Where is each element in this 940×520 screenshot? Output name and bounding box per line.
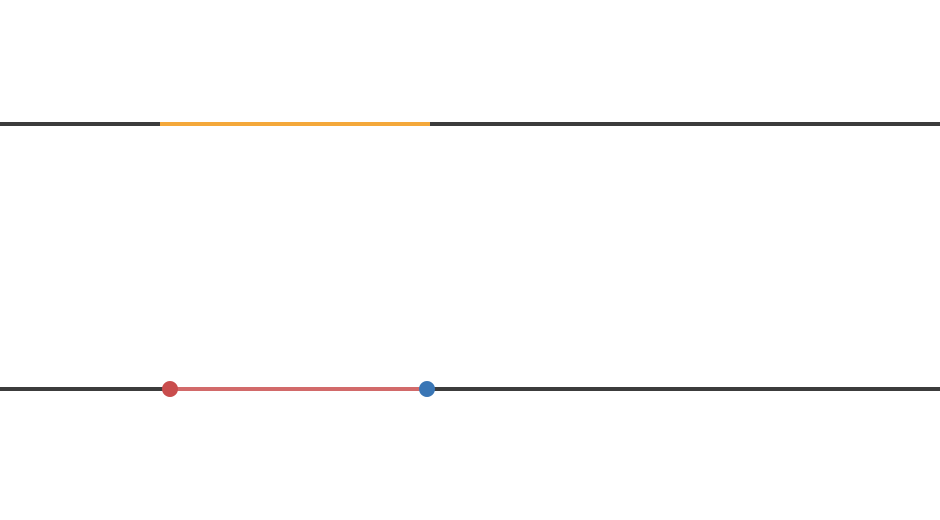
- range-diagram: [0, 0, 940, 520]
- background: [0, 0, 940, 520]
- axis-bottom-marker-1: [419, 381, 435, 397]
- axis-bottom-marker-0: [162, 381, 178, 397]
